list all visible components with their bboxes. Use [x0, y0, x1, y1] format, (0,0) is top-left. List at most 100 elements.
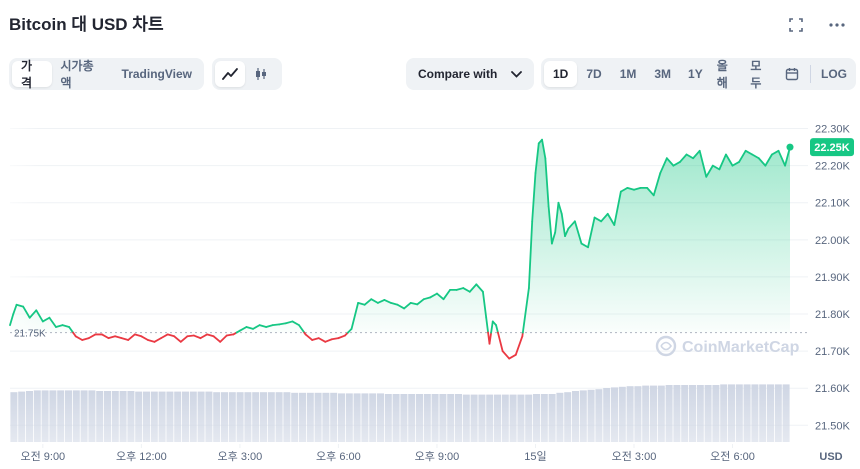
- price-line-segment: [28, 309, 38, 319]
- volume-bar: [205, 391, 213, 442]
- current-price-label: 22.25K: [814, 142, 850, 154]
- price-line-segment: [564, 227, 570, 238]
- price-line-segment: [777, 149, 786, 167]
- price-line-segment: [692, 149, 701, 160]
- price-line-segment: [685, 153, 695, 160]
- price-line-segment: [550, 231, 557, 245]
- price-line-segment: [15, 303, 25, 308]
- volume-bar: [642, 385, 650, 442]
- volume-bar: [72, 390, 80, 442]
- compare-with-dropdown[interactable]: Compare with: [406, 58, 534, 90]
- current-price-badge: [810, 138, 854, 157]
- price-line-segment: [521, 287, 530, 334]
- more-horizontal-icon[interactable]: [826, 14, 848, 36]
- price-line-segment: [534, 142, 540, 174]
- volume-bar: [603, 388, 611, 442]
- price-line-segment: [613, 190, 622, 226]
- tab-tradingview[interactable]: TradingView: [121, 67, 192, 81]
- price-line-segment: [81, 337, 90, 341]
- volume-bar: [283, 392, 291, 442]
- y-tick-label: 22.00K: [815, 235, 851, 247]
- volume-bar: [197, 391, 205, 442]
- price-line-segment: [679, 153, 688, 163]
- volume-bar: [455, 394, 462, 442]
- volume-bar: [26, 391, 33, 442]
- tab-market-cap[interactable]: 시가총액: [60, 59, 94, 90]
- volume-bar: [221, 392, 228, 442]
- volume-bar: [626, 386, 634, 442]
- volume-bar: [751, 384, 759, 442]
- log-scale-button[interactable]: LOG: [821, 67, 848, 81]
- price-line-segment: [698, 149, 708, 178]
- price-line-segment: [482, 290, 488, 319]
- volume-bar: [665, 385, 673, 442]
- volume-bar: [189, 391, 197, 442]
- price-line-segment: [718, 153, 727, 171]
- price-line-segment: [587, 216, 596, 249]
- price-line-segment: [475, 283, 484, 293]
- volume-bar: [735, 384, 743, 442]
- price-line-segment: [462, 287, 471, 293]
- divider: [810, 65, 812, 83]
- x-tick-label: 오전 9:00: [20, 450, 65, 463]
- volume-bar: [478, 394, 486, 442]
- x-tick-label: 오후 6:00: [316, 450, 361, 463]
- volume-bar: [501, 394, 509, 442]
- price-line-segment: [731, 161, 740, 167]
- volume-bar: [314, 392, 322, 442]
- price-line-segment: [252, 324, 261, 330]
- price-line-segment: [350, 301, 360, 330]
- calendar-icon[interactable]: [778, 61, 806, 87]
- price-line-segment: [324, 338, 333, 343]
- price-line-segment: [173, 335, 182, 343]
- price-line-segment: [87, 333, 97, 340]
- range-1m[interactable]: 1M: [619, 67, 637, 81]
- volume-bar: [767, 384, 774, 442]
- volume-bar: [618, 386, 626, 442]
- volume-bar: [564, 392, 572, 442]
- price-line-segment: [665, 157, 675, 167]
- volume-bar: [782, 384, 790, 442]
- volume-bar: [548, 394, 556, 442]
- price-line-segment: [757, 157, 767, 167]
- expand-icon[interactable]: [785, 14, 807, 36]
- range-1d[interactable]: 1D: [544, 61, 578, 87]
- candlestick-icon[interactable]: [245, 61, 277, 87]
- price-line-segment: [554, 201, 560, 234]
- price-line-segment: [147, 339, 156, 343]
- range-all[interactable]: 모두: [750, 59, 762, 90]
- price-line-segment: [166, 333, 176, 338]
- volume-bar: [533, 394, 540, 442]
- volume-bar: [728, 384, 735, 442]
- x-tick-label: 오후 9:00: [415, 450, 460, 463]
- price-line-segment: [573, 220, 583, 245]
- price-line-segment: [363, 298, 373, 306]
- price-line-segment: [271, 323, 281, 327]
- price-line-segment: [160, 333, 169, 340]
- price-line-segment: [258, 324, 268, 328]
- price-line-segment: [751, 153, 760, 160]
- volume-bar: [252, 392, 260, 442]
- range-ytd[interactable]: 올해: [716, 59, 728, 90]
- volume-bar: [525, 394, 533, 442]
- price-line-segment: [245, 326, 254, 330]
- price-line-segment: [711, 164, 721, 171]
- tab-price[interactable]: 가격: [12, 59, 52, 90]
- volume-bar: [689, 385, 696, 442]
- price-line-segment: [409, 301, 419, 306]
- x-tick-label: 오후 3:00: [218, 450, 263, 463]
- y-tick-label: 22.30K: [815, 124, 851, 136]
- range-1y[interactable]: 1Y: [688, 67, 703, 81]
- volume-bar: [166, 391, 174, 442]
- price-line-segment: [531, 172, 537, 223]
- range-7d[interactable]: 7D: [586, 67, 602, 81]
- volume-bar: [611, 387, 618, 442]
- line-chart-icon[interactable]: [215, 61, 245, 87]
- price-line-segment: [238, 326, 248, 332]
- price-line-segment: [403, 301, 412, 310]
- range-3m[interactable]: 3M: [654, 67, 672, 81]
- volume-bar: [96, 391, 104, 442]
- price-line-segment: [606, 212, 616, 226]
- price-line-segment: [101, 333, 110, 340]
